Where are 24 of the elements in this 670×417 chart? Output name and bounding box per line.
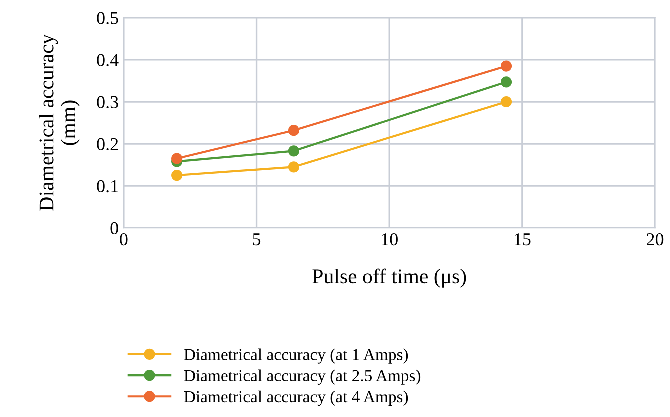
x-tick-label: 15 <box>514 234 531 246</box>
x-tick-label: 20 <box>647 233 664 246</box>
x-axis-title: Pulse off time (μs) <box>312 268 466 288</box>
point <box>500 76 512 88</box>
legend-label: Diametrical accuracy (at 1 Amps) <box>184 348 408 364</box>
point <box>288 162 300 173</box>
y-axis-title: Diametrical accuracy (mm) <box>39 34 80 212</box>
y-tick-label: 0 <box>110 222 118 235</box>
x-tick-label: 5 <box>253 234 261 246</box>
y-tick-label: 0.4 <box>97 54 119 66</box>
point <box>500 96 512 108</box>
x-tick-label: 0 <box>120 233 128 246</box>
x-tick-label: 10 <box>382 233 398 246</box>
y-tick-label: 0.5 <box>97 12 118 24</box>
y-tick-label: 0.2 <box>97 138 118 151</box>
legend-label: Diametrical accuracy (at 4 Amps) <box>184 390 408 406</box>
point <box>172 153 183 164</box>
point <box>288 125 300 136</box>
legend-label: Diametrical accuracy (at 2.5 Amps) <box>184 370 421 385</box>
y-tick-label: 0.3 <box>97 96 118 109</box>
point <box>172 170 183 182</box>
point <box>288 146 300 157</box>
y-tick-label: 0.1 <box>97 180 118 193</box>
point <box>500 60 512 72</box>
